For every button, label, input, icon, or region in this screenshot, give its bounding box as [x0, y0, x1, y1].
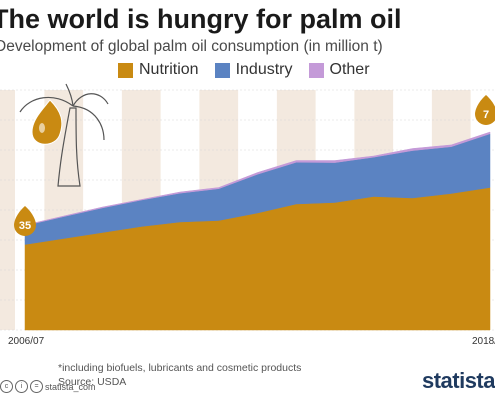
end-value-marker: 7: [475, 95, 495, 125]
legend-label-nutrition: Nutrition: [139, 61, 199, 78]
no-derivatives-icon: =: [30, 380, 43, 393]
legend-item-industry: Industry: [214, 61, 293, 79]
legend-swatch-nutrition: [118, 62, 133, 78]
x-axis-ticks: 2006/07 2018/: [8, 336, 495, 347]
creative-commons-icon: c: [0, 380, 13, 393]
legend-swatch-industry: [214, 62, 230, 78]
drop-marker: [475, 95, 495, 125]
start-value-marker-label: 35: [19, 220, 31, 232]
attribution-icon: i: [15, 380, 28, 393]
background-band: [0, 90, 15, 330]
legend-swatch-other: [308, 62, 324, 78]
footnote-text: *including biofuels, lubricants and cosm…: [58, 362, 302, 374]
end-value-marker-label: 7: [483, 109, 489, 121]
area-series: [24, 131, 491, 331]
page-title: The world is hungry for palm oil: [0, 4, 402, 34]
x-tick-label: 2006/07: [8, 336, 45, 347]
start-value-marker: 35: [14, 206, 36, 236]
statista-logo: statista: [421, 368, 495, 393]
twitter-handle: statista_com: [45, 381, 96, 392]
legend-label-industry: Industry: [235, 61, 293, 78]
page-subtitle: Development of global palm oil consumpti…: [0, 38, 383, 55]
legend-item-nutrition: Nutrition: [118, 61, 199, 79]
footnote: *including biofuels, lubricants and cosm…: [58, 361, 301, 389]
value-markers: 35 7: [14, 95, 495, 236]
x-tick-label: 2018/: [472, 336, 495, 347]
source-text: Source: USDA: [58, 376, 127, 388]
footer-social: c i = statista_com: [0, 380, 96, 393]
drop-marker: [14, 206, 36, 236]
legend-label-other: Other: [329, 61, 370, 78]
chart-legend: Nutrition Industry Other: [118, 61, 370, 79]
legend-item-other: Other: [308, 61, 370, 79]
palm-tree-icon: [19, 83, 109, 187]
area-series-other: [24, 131, 491, 226]
